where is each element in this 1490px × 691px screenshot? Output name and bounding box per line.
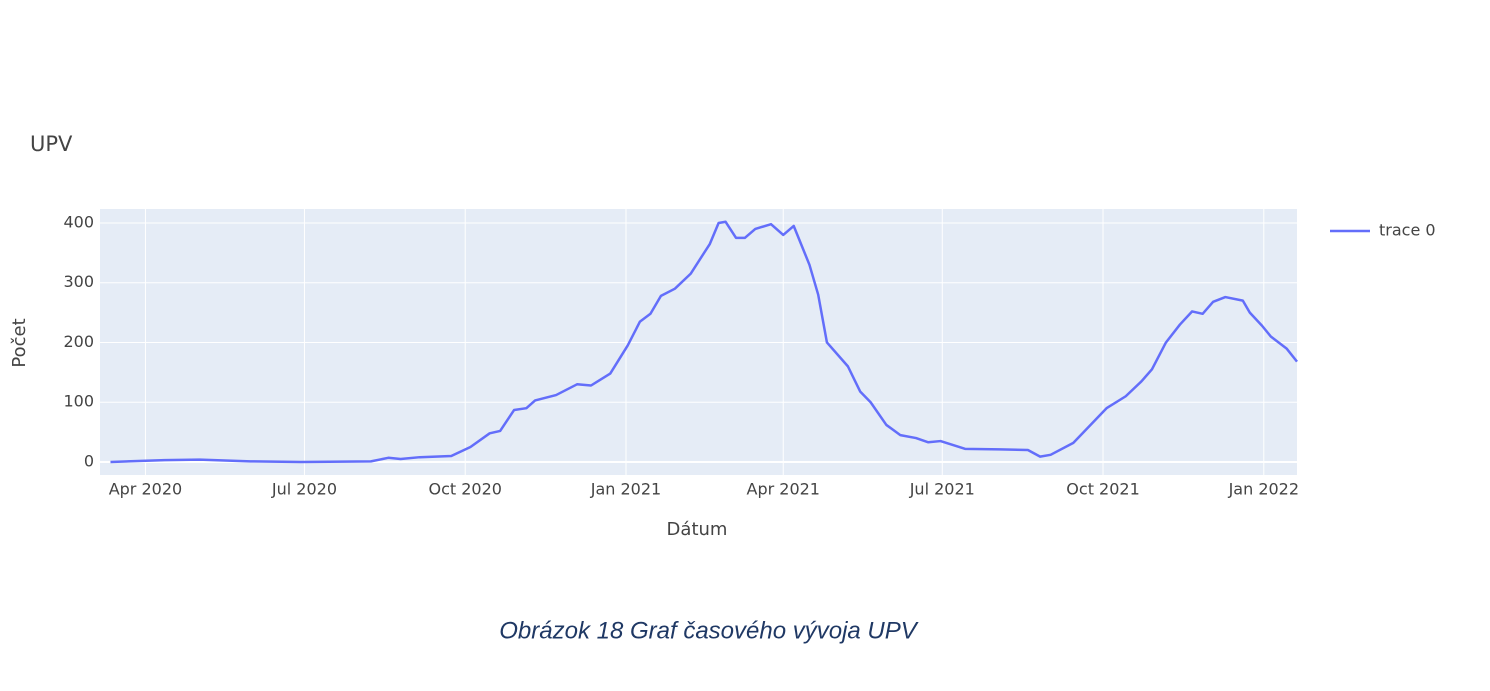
y-axis-title: Počet xyxy=(9,318,30,367)
chart-title: UPV xyxy=(30,132,73,156)
y-tick-label: 0 xyxy=(84,451,94,470)
caption: Obrázok 18 Graf časového vývoja UPV xyxy=(499,617,919,644)
y-tick-label: 200 xyxy=(63,332,94,351)
x-tick-label: Jul 2020 xyxy=(271,480,337,499)
data-line xyxy=(110,220,1298,464)
x-tick-label: Oct 2021 xyxy=(1066,480,1139,499)
y-tick-label: 300 xyxy=(63,272,94,291)
x-tick-label: Apr 2020 xyxy=(109,480,182,499)
x-tick-label: Jan 2022 xyxy=(1228,480,1299,499)
x-tick-label: Jul 2021 xyxy=(909,480,975,499)
x-tick-label: Oct 2020 xyxy=(428,480,501,499)
legend-label: trace 0 xyxy=(1379,221,1436,240)
y-tick-label: 400 xyxy=(63,212,94,231)
y-tick-label: 100 xyxy=(63,392,94,411)
x-tick-label: Apr 2021 xyxy=(747,480,820,499)
x-axis-title: Dátum xyxy=(667,519,728,540)
x-tick-label: Jan 2021 xyxy=(590,480,661,499)
